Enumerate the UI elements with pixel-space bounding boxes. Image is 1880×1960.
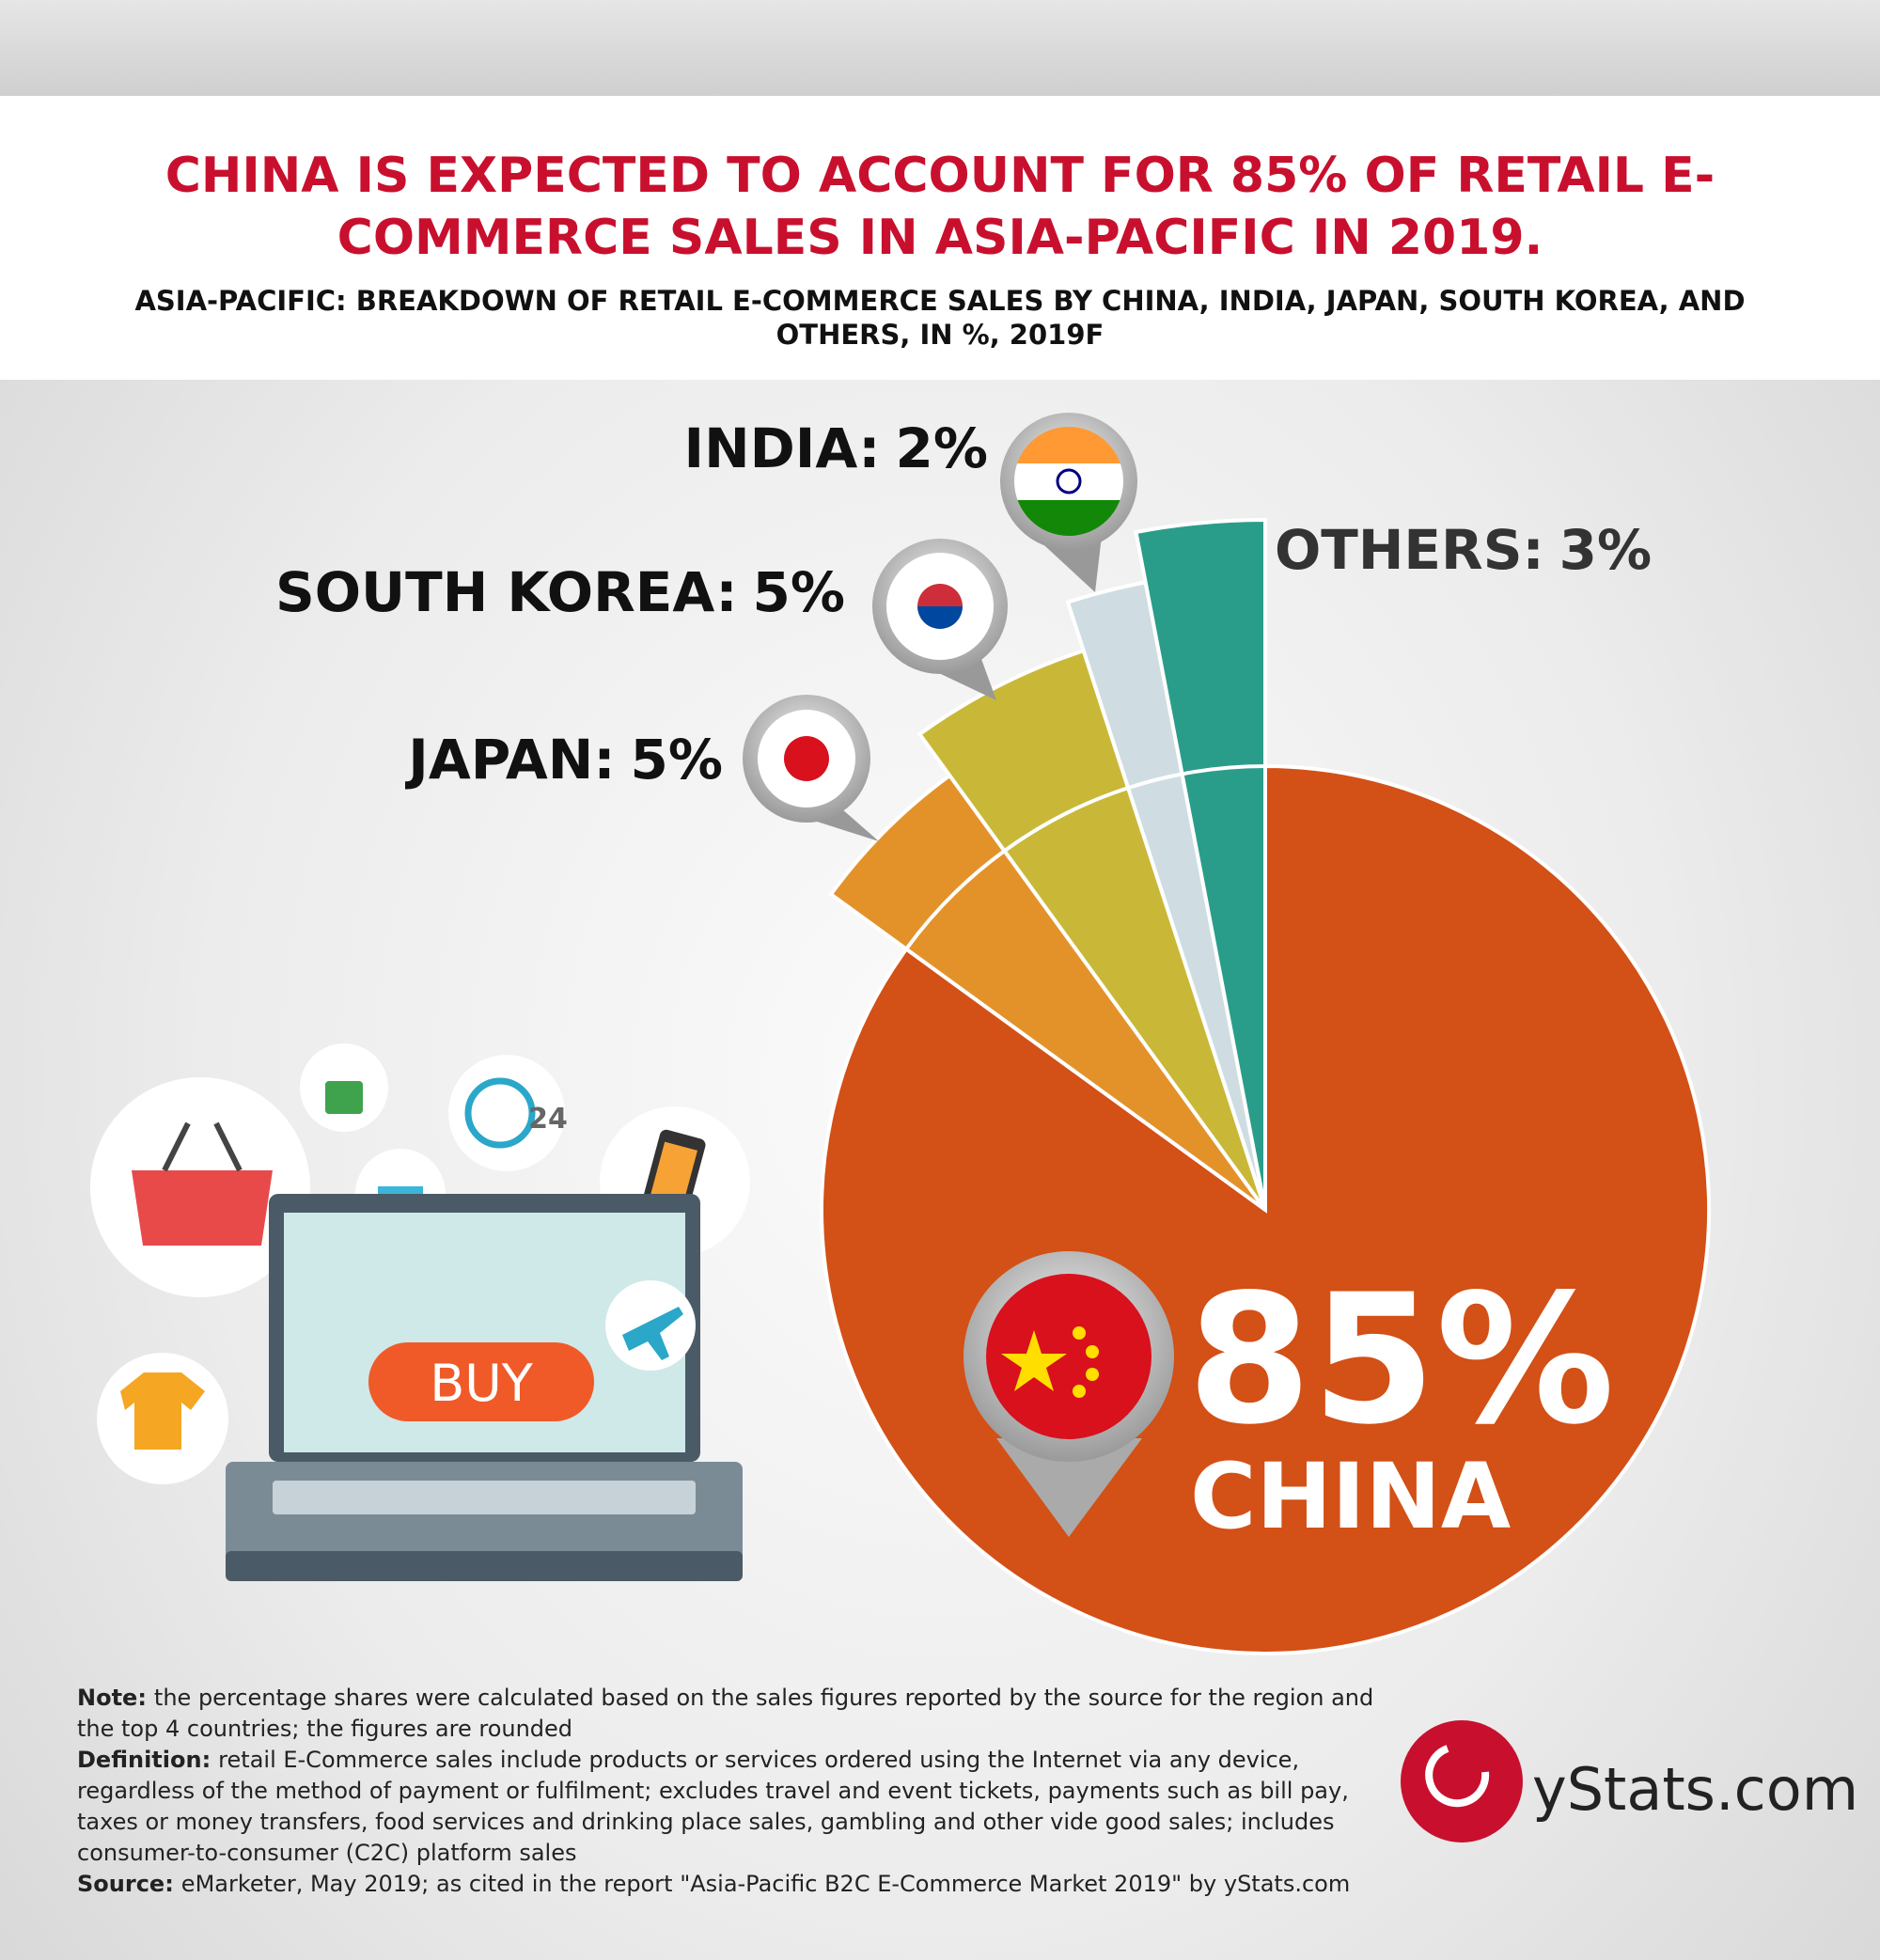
china-flag-star <box>1086 1345 1099 1358</box>
category-label: SOUTH KOREA: <box>275 560 738 624</box>
plane-icon <box>622 1307 683 1360</box>
slice-divider <box>1182 764 1266 776</box>
korea-flag-blue <box>917 606 963 629</box>
note-text: eMarketer, May 2019; as cited in the rep… <box>180 1871 1351 1897</box>
note-label: Note: <box>77 1685 147 1711</box>
slice-label: JAPAN: 5% <box>404 728 723 792</box>
japan-flag-disc <box>784 736 829 781</box>
slice-divider <box>904 849 1006 950</box>
slice-label: INDIA: 2% <box>684 416 989 480</box>
header: CHINA IS EXPECTED TO ACCOUNT FOR 85% OF … <box>0 96 1880 380</box>
lock-icon <box>325 1081 363 1114</box>
value-label: 3% <box>1559 518 1652 582</box>
value-label: 85% <box>1187 1256 1615 1464</box>
pin-tip <box>1034 536 1102 592</box>
logo-swoosh <box>1425 1745 1490 1808</box>
note-text: the percentage shares were calculated ba… <box>77 1685 1374 1742</box>
pie-slice <box>916 648 1267 1212</box>
category-label: OTHERS: <box>1275 518 1544 582</box>
note-text: retail E-Commerce sales include products… <box>77 1747 1349 1866</box>
buy-label: BUY <box>430 1354 534 1413</box>
slice-divider <box>1003 786 1129 853</box>
pie-slice <box>828 773 1267 1212</box>
clock-icon <box>464 1077 536 1149</box>
laptop-edge <box>226 1551 743 1581</box>
value-label: 5% <box>753 560 845 624</box>
icon-bubble <box>448 1055 565 1171</box>
china-flag-star <box>1073 1326 1086 1340</box>
note: Definition: retail E-Commerce sales inclu… <box>77 1745 1374 1869</box>
illustration: 24 BUY <box>90 1043 750 1581</box>
korea-flag-red <box>917 584 963 606</box>
clock-label: 24 <box>528 1103 568 1136</box>
pin-tip <box>996 1438 1142 1537</box>
notes: Note: the percentage shares were calculat… <box>77 1683 1374 1900</box>
shirt-icon <box>120 1372 205 1450</box>
pie-slice <box>1134 518 1267 1211</box>
subtitle: ASIA-PACIFIC: BREAKDOWN OF RETAIL E-COMM… <box>134 285 1746 351</box>
note-label: Definition: <box>77 1747 212 1773</box>
laptop-keyboard <box>273 1481 696 1514</box>
basket-handle <box>162 1121 243 1172</box>
value-label: 2% <box>896 416 988 480</box>
category-label: INDIA: <box>684 416 881 480</box>
buy-button <box>368 1342 594 1421</box>
china-flag-star <box>1086 1368 1099 1381</box>
logo-mark <box>1401 1720 1523 1842</box>
category-label: JAPAN: <box>404 728 615 792</box>
top-band <box>0 0 1880 96</box>
flag-pins <box>743 413 1174 1537</box>
slice-label: SOUTH KOREA: 5% <box>275 560 845 624</box>
china-flag-star <box>1001 1330 1067 1391</box>
note: Note: the percentage shares were calculat… <box>77 1683 1374 1745</box>
value-label: 5% <box>631 728 723 792</box>
china-flag <box>986 1274 1152 1439</box>
title: CHINA IS EXPECTED TO ACCOUNT FOR 85% OF … <box>164 148 1716 266</box>
china-flag-star <box>1073 1385 1086 1398</box>
category-label: CHINA <box>1190 1444 1511 1549</box>
note: Source: eMarketer, May 2019; as cited in … <box>77 1869 1374 1900</box>
slice-label: OTHERS: 3% <box>1275 518 1652 582</box>
basket-icon <box>132 1170 273 1246</box>
note-label: Source: <box>77 1871 174 1897</box>
logo-text: yStats.com <box>1532 1755 1858 1824</box>
